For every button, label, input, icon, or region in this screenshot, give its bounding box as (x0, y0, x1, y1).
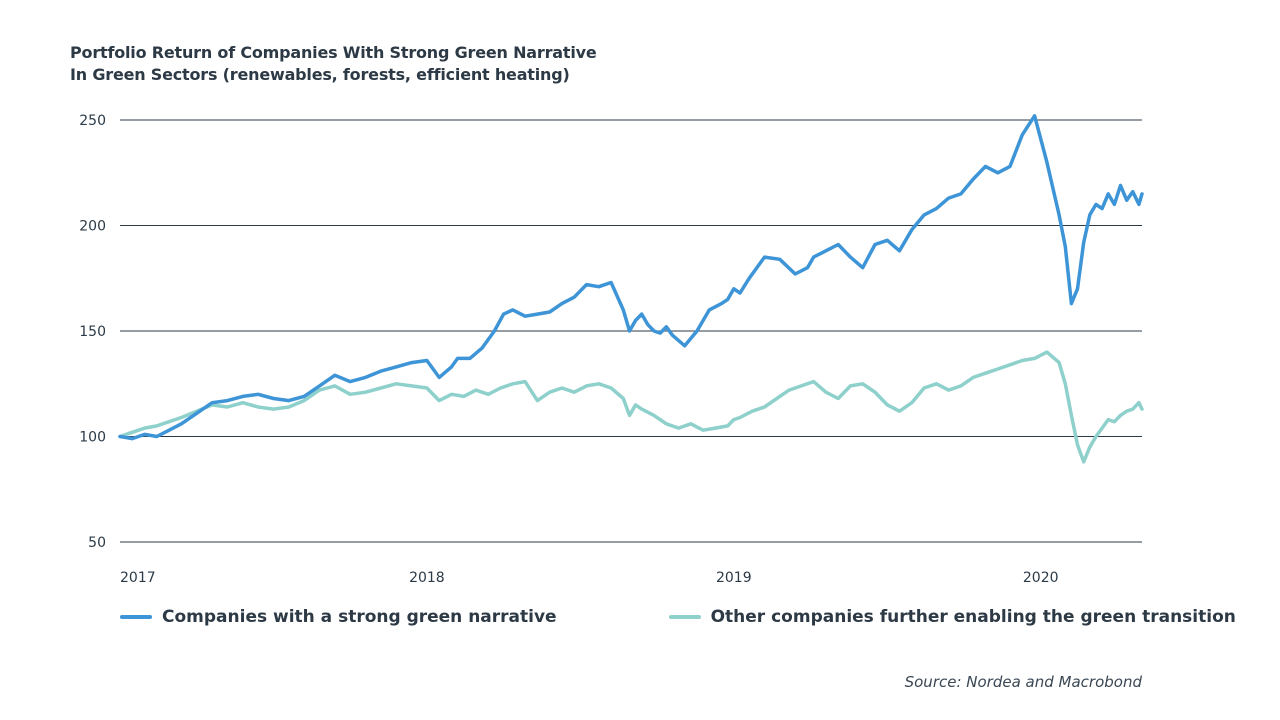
legend-item-other-companies: Other companies further enabling the gre… (668, 607, 1236, 627)
y-tick-label-100: 100 (79, 430, 106, 446)
legend-item-green-narrative: Companies with a strong green narrative (120, 607, 557, 627)
chart-legend: Companies with a strong green narrative … (120, 607, 1236, 627)
legend-label-green-narrative: Companies with a strong green narrative (162, 607, 557, 627)
x-tick-label-2020: 2020 (1023, 570, 1059, 586)
x-tick-label-2018: 2018 (409, 570, 445, 586)
chart-title-line-1: Portfolio Return of Companies With Stron… (70, 43, 597, 62)
source-note: Source: Nordea and Macrobond (904, 673, 1142, 691)
legend-label-other-companies: Other companies further enabling the gre… (710, 607, 1236, 627)
legend-swatch-other-companies (668, 615, 701, 619)
legend-swatch-green-narrative (120, 615, 152, 619)
y-tick-label-200: 200 (79, 219, 106, 235)
chart-title-line-2: In Green Sectors (renewables, forests, e… (70, 65, 570, 84)
series-line-green-narrative (118, 114, 1144, 441)
y-tick-label-150: 150 (79, 324, 106, 340)
chart-title: Portfolio Return of Companies With Stron… (70, 42, 597, 86)
series-line-other-companies (118, 350, 1144, 464)
x-tick-label-2017: 2017 (120, 570, 156, 586)
y-tick-label-250: 250 (79, 113, 106, 129)
x-tick-label-2019: 2019 (716, 570, 752, 586)
y-tick-label-50: 50 (88, 535, 106, 551)
